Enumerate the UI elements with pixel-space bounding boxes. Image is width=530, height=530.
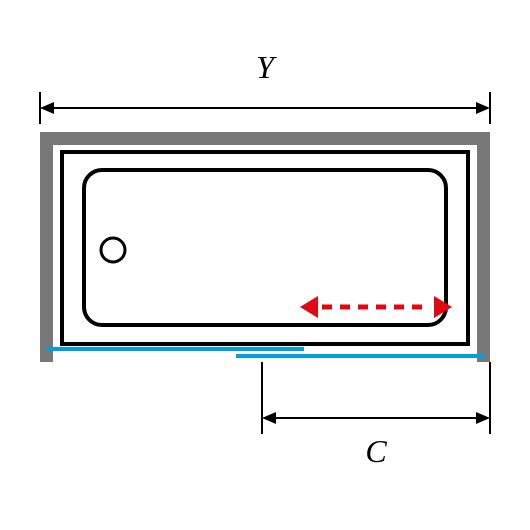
shower-door-diagram: YC (0, 0, 530, 530)
dimension-c-label: C (365, 433, 387, 469)
